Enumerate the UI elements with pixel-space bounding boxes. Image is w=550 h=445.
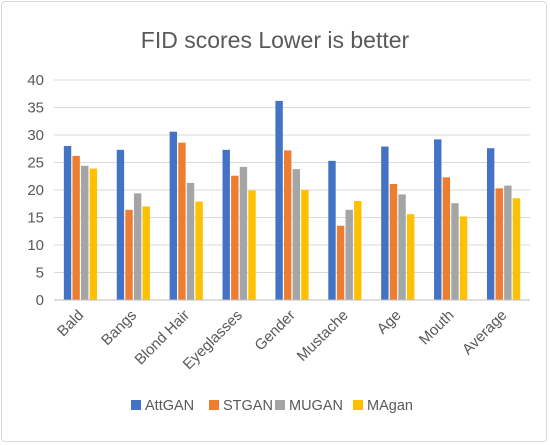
bar-attgan-1 <box>116 149 125 300</box>
bar-mugan-8 <box>504 185 512 300</box>
y-tick-label: 10 <box>27 237 44 254</box>
legend-swatch-stgan <box>209 400 219 410</box>
bar-attgan-7 <box>434 139 442 300</box>
bar-mugan-3 <box>239 166 248 300</box>
bar-attgan-6 <box>381 146 389 300</box>
legend-swatch-mugan <box>275 400 285 410</box>
legend: AttGAN STGAN MUGAN MAgan <box>131 398 413 414</box>
y-tick-label: 15 <box>27 210 44 227</box>
bar-attgan-2 <box>169 131 178 300</box>
bar-magan-5 <box>354 201 362 300</box>
bar-magan-6 <box>406 214 415 300</box>
legend-label-mugan: MUGAN <box>289 398 343 414</box>
legend-swatch-magan <box>353 400 363 410</box>
bar-stgan-6 <box>389 183 398 300</box>
y-tick-label: 35 <box>27 100 44 117</box>
bar-magan-3 <box>248 190 256 300</box>
x-tick-label: Age <box>374 307 405 338</box>
bar-attgan-5 <box>328 160 336 300</box>
y-tick-label: 20 <box>27 182 44 199</box>
bar-magan-7 <box>459 216 468 300</box>
bar-stgan-8 <box>495 188 503 300</box>
bar-mugan-1 <box>133 193 142 300</box>
bar-attgan-4 <box>275 100 283 301</box>
bar-magan-4 <box>301 190 309 300</box>
legend-label-attgan: AttGAN <box>145 398 194 414</box>
bar-attgan-8 <box>486 148 495 300</box>
bar-stgan-2 <box>178 142 186 300</box>
bar-magan-0 <box>89 168 98 300</box>
x-tick-label: Mouth <box>416 307 458 349</box>
bar-stgan-0 <box>72 155 80 300</box>
bar-mugan-6 <box>398 194 406 300</box>
bar-magan-8 <box>512 198 521 300</box>
bar-magan-1 <box>142 206 150 300</box>
legend-label-magan: MAgan <box>367 398 413 414</box>
y-tick-label: 40 <box>27 72 44 89</box>
legend-swatch-attgan <box>131 400 141 410</box>
y-tick-label: 5 <box>36 265 44 282</box>
bar-stgan-4 <box>284 150 292 300</box>
bar-magan-2 <box>195 201 203 300</box>
y-axis-ticks: 0 5 10 15 20 25 30 35 40 <box>27 72 44 309</box>
bars <box>63 100 521 301</box>
x-tick-label: Gender <box>251 307 298 354</box>
bar-attgan-0 <box>63 146 72 300</box>
y-tick-label: 25 <box>27 155 44 172</box>
bar-stgan-7 <box>442 177 451 300</box>
x-tick-label: Bangs <box>98 307 140 349</box>
x-tick-label: Bald <box>54 307 87 340</box>
bar-mugan-7 <box>451 203 459 300</box>
legend-label-stgan: STGAN <box>223 398 273 414</box>
bar-mugan-5 <box>345 209 353 300</box>
y-tick-label: 30 <box>27 127 44 144</box>
bar-stgan-5 <box>336 225 345 300</box>
x-tick-label: Mustache <box>294 307 352 365</box>
bar-stgan-3 <box>231 175 239 300</box>
bar-mugan-2 <box>186 182 195 300</box>
y-tick-label: 0 <box>36 292 44 309</box>
bar-mugan-0 <box>81 165 89 300</box>
bar-attgan-3 <box>222 149 230 300</box>
gridlines <box>54 79 530 273</box>
bar-mugan-4 <box>292 169 300 300</box>
x-tick-label: Average <box>459 307 510 358</box>
chart-title: FID scores Lower is better <box>141 27 410 53</box>
bar-stgan-1 <box>125 209 133 300</box>
